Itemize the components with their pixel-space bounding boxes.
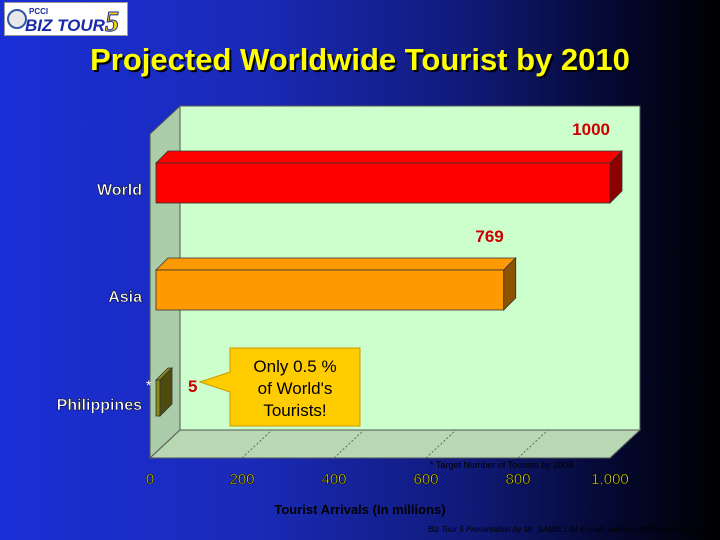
gridline [609, 429, 641, 459]
x-tick-label: 1,000 [591, 471, 629, 488]
gridline [425, 429, 457, 459]
callout-text-line: Tourists! [263, 401, 326, 420]
category-marker: * [146, 377, 152, 393]
bar-side-face [609, 150, 623, 204]
category-label: Philippines [57, 397, 142, 414]
bar-side-face [503, 257, 517, 311]
plot-floor [148, 429, 642, 459]
value-label: 769 [475, 227, 503, 246]
category-label: World [97, 182, 142, 199]
x-tick-label: 800 [505, 471, 530, 488]
logo-main-text: BIZ TOUR [25, 16, 106, 35]
x-tick-label: 600 [413, 471, 438, 488]
chart-footnote: * Target Number of Tourists by 2008 [430, 460, 574, 470]
value-labels: 1000 769 5 [188, 120, 610, 396]
gridlines [149, 429, 641, 459]
gridline [517, 429, 549, 459]
page-title: Projected Worldwide Tourist by 2010 [90, 42, 630, 77]
x-tick-labels: 0 200 400 600 800 1,000 [146, 471, 630, 489]
category-labels: World Asia Philippines* [56, 182, 152, 415]
value-label: 5 [188, 377, 197, 396]
bar [155, 379, 161, 417]
x-tick-label: 200 [229, 471, 254, 488]
bars [155, 150, 623, 417]
callout-text-line: Only 0.5 % [253, 357, 336, 376]
footer-credit: Biz Tour 5 Presentation by Mr. SAMIE LIM… [427, 525, 712, 534]
bar [155, 269, 505, 311]
biz-tour-logo: PCCI BIZ TOUR 5 [4, 2, 128, 39]
bar-top-face [155, 257, 517, 271]
callout-shape [198, 347, 361, 427]
bar-top-face [155, 150, 623, 164]
x-tick-label: 400 [321, 471, 346, 488]
x-tick-label: 0 [146, 471, 154, 488]
logo-number-text: 5 [105, 7, 119, 35]
bar-side-face [159, 367, 173, 417]
x-axis-label: Tourist Arrivals (In millions) [274, 502, 446, 517]
logo-small-text: PCCI [29, 7, 48, 16]
value-label: 1000 [572, 120, 610, 139]
callout-bubble: Only 0.5 % of World's Tourists! [198, 347, 361, 427]
gridline [241, 429, 273, 459]
bar [155, 162, 611, 204]
category-label: Asia [108, 289, 142, 306]
callout-text-line: of World's [258, 379, 333, 398]
gridline [333, 429, 365, 459]
gridline [149, 429, 181, 459]
